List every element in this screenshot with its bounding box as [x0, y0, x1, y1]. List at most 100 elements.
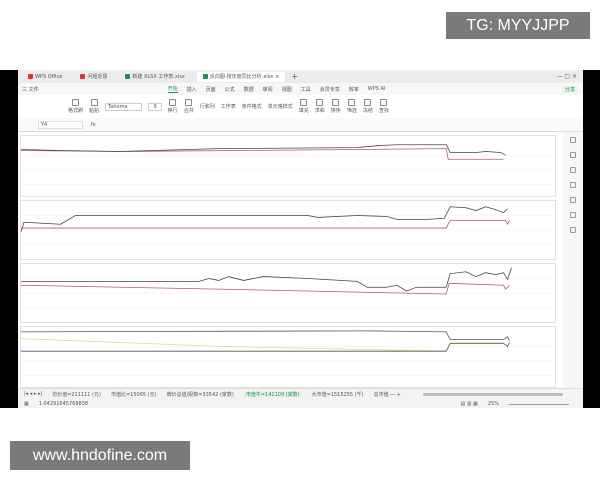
- brush-icon: [72, 99, 79, 106]
- tab-label: 新建 XLSX 工作表.xlsx: [132, 74, 185, 80]
- filter-icon[interactable]: [570, 197, 576, 203]
- chart-3[interactable]: [20, 263, 556, 323]
- tab-active-workbook[interactable]: 反向图-按年度同比分析.xlsx ×: [196, 71, 286, 82]
- menu-tools[interactable]: 工具: [300, 86, 311, 93]
- cell-value-readout: 1.04291045768838: [38, 401, 89, 407]
- sum-button[interactable]: 求和: [315, 99, 325, 114]
- sheet-tab-active[interactable]: 市值牛=141109 (家数): [243, 390, 302, 398]
- tab-label: WPS Office: [35, 73, 63, 80]
- search-icon: [380, 99, 388, 106]
- label: 合并: [183, 108, 194, 114]
- tab-label: 反向图-按年度同比分析.xlsx: [209, 74, 274, 80]
- macro-icon[interactable]: ▦: [24, 401, 29, 407]
- sheet-tab[interactable]: 均价值=211111 (元): [52, 391, 101, 398]
- series-line-red: [21, 282, 510, 295]
- font-size-select[interactable]: 9: [148, 102, 162, 111]
- series-line-red: [21, 219, 510, 229]
- label: 查找: [378, 108, 389, 114]
- tab-new-xlsx[interactable]: 新建 XLSX 工作表.xlsx: [119, 72, 191, 82]
- share-button[interactable]: 分享: [562, 85, 577, 93]
- formula-input[interactable]: [104, 121, 583, 129]
- right-sidebar: [563, 132, 583, 388]
- menu-efficiency[interactable]: 效率: [348, 86, 359, 93]
- series-line-dark: [21, 144, 506, 156]
- sheet-tab[interactable]: 牌价总值/股数=33542 (家数): [166, 391, 234, 398]
- sheet-area[interactable]: [18, 132, 563, 388]
- label: 求和: [314, 108, 325, 114]
- freeze-button[interactable]: 冻结: [363, 99, 373, 114]
- label: 换行: [167, 108, 178, 114]
- watermark-top: TG: MYYJJPP: [446, 12, 590, 39]
- paste-button[interactable]: 粘贴: [89, 99, 99, 114]
- menu-view[interactable]: 视图: [281, 86, 292, 93]
- sheet-icon: [125, 74, 131, 79]
- watermark-bottom: www.hndofine.com: [10, 441, 190, 470]
- settings-icon[interactable]: [570, 227, 576, 233]
- sheet-nav[interactable]: |◂ ◂ ▸ ▸|: [24, 391, 43, 397]
- history-icon[interactable]: [570, 212, 576, 218]
- worksheet-button[interactable]: 工作表: [220, 104, 236, 110]
- wrap-button[interactable]: 换行: [168, 99, 178, 114]
- wps-window: WPS Office 问题反馈 新建 XLSX 工作表.xlsx 反向图-按年度…: [18, 70, 583, 408]
- series-line-dark: [21, 267, 512, 292]
- series-line-dark-top: [21, 330, 510, 341]
- window-controls[interactable]: — ▢ ×: [556, 73, 577, 80]
- name-box[interactable]: Y4: [38, 120, 83, 129]
- menu-bar: 三 文件 开始 插入 页面 公式 数据 审阅 视图 工具 会员专享 效率 WPS…: [18, 83, 583, 95]
- sort-icon: [332, 99, 340, 106]
- menu-review[interactable]: 审阅: [262, 86, 273, 93]
- cell-style-button[interactable]: 单元格样式: [267, 104, 293, 110]
- conditional-format-button[interactable]: 条件格式: [241, 104, 262, 110]
- fx-icon[interactable]: fx: [91, 121, 96, 128]
- menu-wps-ai[interactable]: WPS AI: [367, 86, 386, 92]
- shape-icon[interactable]: [570, 167, 576, 173]
- row-col-button[interactable]: 行和列: [199, 104, 215, 110]
- style-icon[interactable]: [570, 152, 576, 158]
- sheet-tab[interactable]: 大市值=1515255 (千): [311, 391, 364, 398]
- fill-button[interactable]: 填充: [299, 99, 309, 114]
- file-menu[interactable]: 三 文件: [22, 86, 39, 93]
- menu-data[interactable]: 数据: [243, 86, 254, 93]
- menu-formula[interactable]: 公式: [224, 86, 235, 93]
- wrap-icon: [169, 99, 177, 106]
- select-icon[interactable]: [570, 137, 576, 143]
- tab-feedback[interactable]: 问题反馈: [74, 72, 113, 82]
- zoom-slider[interactable]: [509, 403, 569, 405]
- paste-icon: [90, 99, 98, 106]
- menu-page[interactable]: 页面: [205, 86, 216, 93]
- format-painter-button[interactable]: 格式刷: [68, 99, 83, 114]
- horizontal-scrollbar[interactable]: [423, 392, 563, 396]
- chart-icon[interactable]: [570, 182, 576, 188]
- formula-bar: Y4 fx: [18, 118, 583, 132]
- menu-home[interactable]: 开始: [167, 86, 178, 93]
- new-tab-button[interactable]: +: [291, 72, 299, 81]
- filter-button[interactable]: 筛选: [347, 99, 357, 114]
- font-select[interactable]: Tahoma: [105, 102, 143, 111]
- series-line-dark-bottom: [21, 342, 510, 352]
- view-icons[interactable]: ▤ ▥ ▦: [460, 401, 478, 407]
- tab-bar: WPS Office 问题反馈 新建 XLSX 工作表.xlsx 反向图-按年度…: [18, 70, 583, 83]
- merge-button[interactable]: 合并: [184, 99, 194, 114]
- tab-label: 问题反馈: [87, 74, 108, 80]
- find-button[interactable]: 查找: [379, 99, 389, 114]
- menu-member[interactable]: 会员专享: [319, 86, 340, 93]
- series-line-dark: [21, 206, 508, 233]
- chart-4[interactable]: [20, 326, 556, 388]
- sort-button[interactable]: 排序: [331, 99, 341, 114]
- sheet-tab[interactable]: 市值比=15065 (元): [110, 391, 157, 398]
- chart-1[interactable]: [20, 135, 556, 197]
- zoom-level: 25%: [487, 401, 499, 407]
- sheet-icon: [202, 74, 208, 79]
- close-icon[interactable]: ×: [275, 73, 280, 80]
- merge-icon: [185, 99, 193, 106]
- ribbon: 格式刷 粘贴 Tahoma 9 换行 合并 行和列 工作表 条件格式 单元格样式…: [18, 95, 583, 118]
- series-line-red: [21, 148, 504, 160]
- label: 排序: [330, 108, 341, 114]
- screen-bezel-left: [0, 70, 18, 408]
- chart-2[interactable]: [20, 200, 556, 260]
- menu-insert[interactable]: 插入: [186, 86, 197, 93]
- sheet-tab[interactable]: 总市值 — +: [373, 391, 401, 398]
- label: 填充: [298, 108, 309, 114]
- wps-icon: [28, 74, 33, 79]
- tab-wps-office[interactable]: WPS Office: [22, 72, 68, 82]
